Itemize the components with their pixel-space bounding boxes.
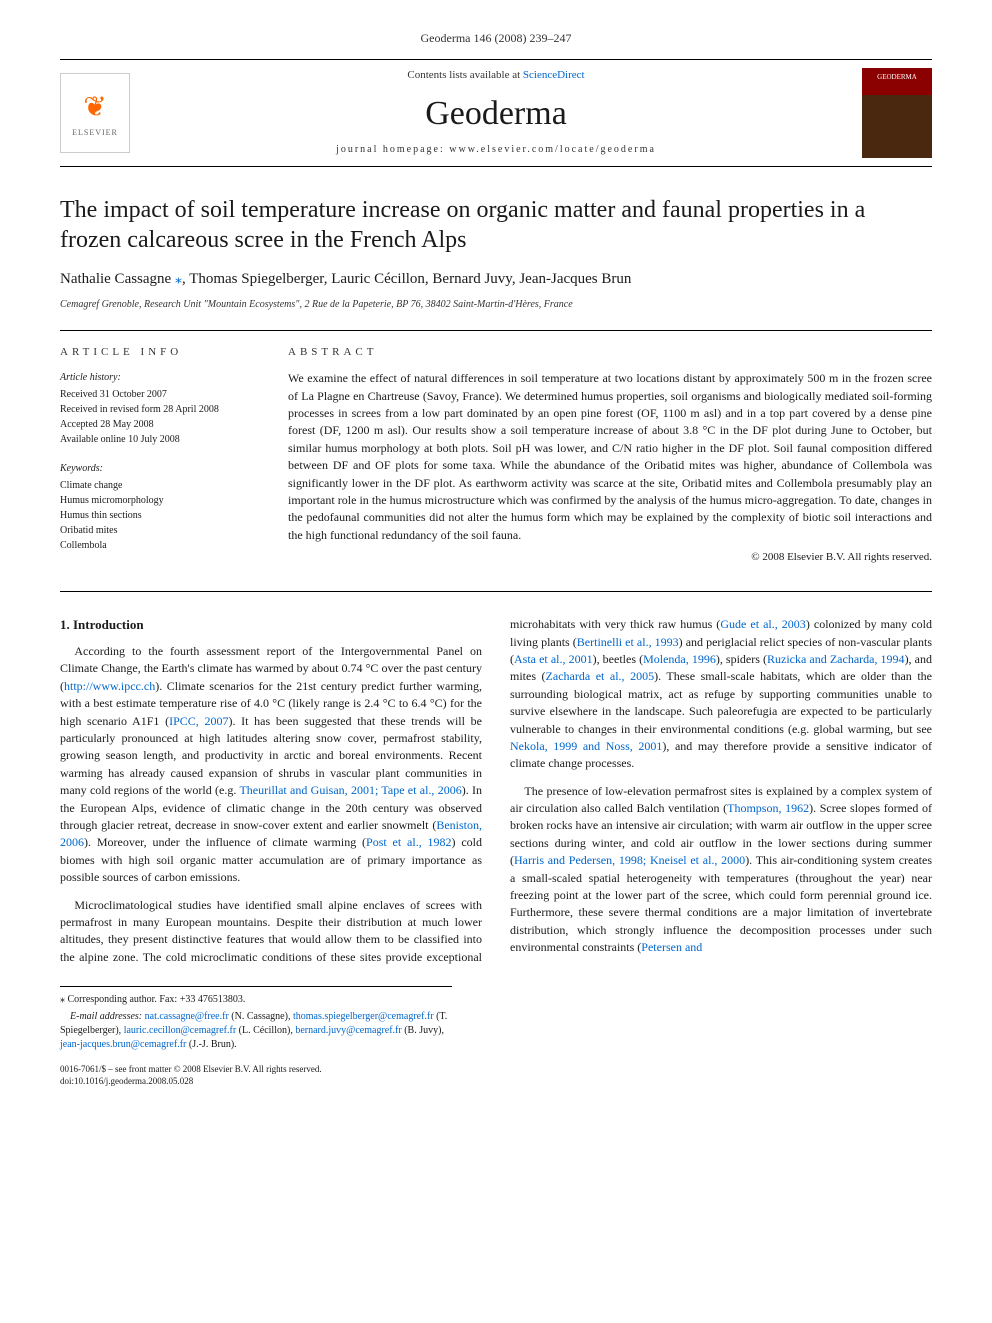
keyword: Collembola xyxy=(60,538,260,553)
corresponding-author-note: ⁎ Corresponding author. Fax: +33 4765138… xyxy=(60,993,452,1007)
homepage-line: journal homepage: www.elsevier.com/locat… xyxy=(130,143,862,157)
ref-link[interactable]: Thompson, 1962 xyxy=(727,801,809,815)
ref-link[interactable]: Molenda, 1996 xyxy=(643,652,716,666)
journal-cover-thumbnail: GEODERMA xyxy=(862,68,932,158)
contents-line: Contents lists available at ScienceDirec… xyxy=(130,68,862,83)
email-link[interactable]: jean-jacques.brun@cemagref.fr xyxy=(60,1039,186,1050)
journal-header: ❦ ELSEVIER Contents lists available at S… xyxy=(60,59,932,167)
history-line: Accepted 28 May 2008 xyxy=(60,417,260,432)
section-heading-intro: 1. Introduction xyxy=(60,616,482,635)
ref-link[interactable]: Asta et al., 2001 xyxy=(514,652,593,666)
keyword: Oribatid mites xyxy=(60,523,260,538)
keywords-block: Keywords: Climate change Humus micromorp… xyxy=(60,461,260,553)
body-text: ), spiders ( xyxy=(716,652,767,666)
abstract-body: We examine the effect of natural differe… xyxy=(288,370,932,544)
rule-top xyxy=(60,330,932,331)
author-first: Nathalie Cassagne xyxy=(60,271,175,287)
body-text: ), beetles ( xyxy=(593,652,644,666)
email-addresses: E-mail addresses: nat.cassagne@free.fr (… xyxy=(60,1010,452,1052)
article-title: The impact of soil temperature increase … xyxy=(60,195,932,255)
cover-text: GEODERMA xyxy=(877,73,917,83)
email-link[interactable]: thomas.spiegelberger@cemagref.fr xyxy=(293,1011,434,1022)
keyword: Humus thin sections xyxy=(60,508,260,523)
header-center: Contents lists available at ScienceDirec… xyxy=(130,68,862,157)
footer-meta: 0016-7061/$ – see front matter © 2008 El… xyxy=(60,1064,932,1087)
ref-link[interactable]: Gude et al., 2003 xyxy=(720,617,806,631)
ref-link[interactable]: Ruzicka and Zacharda, 1994 xyxy=(767,652,905,666)
elsevier-text: ELSEVIER xyxy=(72,127,118,138)
abstract-copyright: © 2008 Elsevier B.V. All rights reserved… xyxy=(288,550,932,565)
sciencedirect-link[interactable]: ScienceDirect xyxy=(523,69,585,81)
body-paragraph: The presence of low-elevation permafrost… xyxy=(510,783,932,957)
email-label: E-mail addresses: xyxy=(70,1011,145,1022)
ref-link[interactable]: http://www.ipcc.ch xyxy=(64,679,155,693)
article-info-heading: ARTICLE INFO xyxy=(60,345,260,360)
elsevier-logo: ❦ ELSEVIER xyxy=(60,73,130,153)
affiliation: Cemagref Grenoble, Research Unit "Mounta… xyxy=(60,298,932,312)
ref-link[interactable]: Petersen and xyxy=(641,940,702,954)
ref-link[interactable]: Theurillat and Guisan, 2001; Tape et al.… xyxy=(239,783,461,797)
corresponding-mark[interactable]: ⁎ xyxy=(175,272,182,287)
email-name: (J.-J. Brun). xyxy=(186,1039,236,1050)
body-columns: 1. Introduction According to the fourth … xyxy=(60,616,932,966)
article-history-block: Article history: Received 31 October 200… xyxy=(60,370,260,447)
rule-bottom xyxy=(60,591,932,592)
email-name: (L. Cécillon), xyxy=(236,1025,295,1036)
journal-name: Geoderma xyxy=(130,90,862,138)
ref-link[interactable]: Harris and Pedersen, 1998; Kneisel et al… xyxy=(514,853,745,867)
keyword: Climate change xyxy=(60,478,260,493)
email-link[interactable]: nat.cassagne@free.fr xyxy=(145,1011,229,1022)
body-text: ). Moreover, under the influence of clim… xyxy=(84,835,366,849)
abstract-column: ABSTRACT We examine the effect of natura… xyxy=(288,345,932,567)
email-name: (N. Cassagne), xyxy=(229,1011,291,1022)
ref-link[interactable]: Nekola, 1999 and Noss, 2001 xyxy=(510,739,662,753)
elsevier-tree-icon: ❦ xyxy=(83,88,106,127)
body-paragraph: According to the fourth assessment repor… xyxy=(60,643,482,886)
abstract-heading: ABSTRACT xyxy=(288,345,932,360)
ref-link[interactable]: Bertinelli et al., 1993 xyxy=(577,635,679,649)
history-label: Article history: xyxy=(60,370,260,385)
contents-prefix: Contents lists available at xyxy=(407,69,522,81)
authors-rest: , Thomas Spiegelberger, Lauric Cécillon,… xyxy=(182,271,631,287)
footer-copyright: 0016-7061/$ – see front matter © 2008 El… xyxy=(60,1064,932,1076)
history-line: Received 31 October 2007 xyxy=(60,387,260,402)
email-name: (B. Juvy), xyxy=(402,1025,444,1036)
history-line: Available online 10 July 2008 xyxy=(60,432,260,447)
homepage-prefix: journal homepage: xyxy=(336,144,449,155)
homepage-url: www.elsevier.com/locate/geoderma xyxy=(449,144,656,155)
authors-line: Nathalie Cassagne ⁎, Thomas Spiegelberge… xyxy=(60,269,932,290)
keywords-label: Keywords: xyxy=(60,461,260,476)
footnotes-block: ⁎ Corresponding author. Fax: +33 4765138… xyxy=(60,986,452,1052)
email-link[interactable]: bernard.juvy@cemagref.fr xyxy=(295,1025,401,1036)
footer-doi: doi:10.1016/j.geoderma.2008.05.028 xyxy=(60,1076,932,1088)
keyword: Humus micromorphology xyxy=(60,493,260,508)
article-info-column: ARTICLE INFO Article history: Received 3… xyxy=(60,345,260,567)
ref-link[interactable]: Zacharda et al., 2005 xyxy=(546,669,655,683)
email-link[interactable]: lauric.cecillon@cemagref.fr xyxy=(124,1025,236,1036)
ref-link[interactable]: Post et al., 1982 xyxy=(366,835,451,849)
journal-reference: Geoderma 146 (2008) 239–247 xyxy=(60,30,932,47)
history-line: Received in revised form 28 April 2008 xyxy=(60,402,260,417)
ref-link[interactable]: IPCC, 2007 xyxy=(169,714,228,728)
body-text: ). This air-conditioning system creates … xyxy=(510,853,932,954)
info-abstract-row: ARTICLE INFO Article history: Received 3… xyxy=(60,345,932,567)
